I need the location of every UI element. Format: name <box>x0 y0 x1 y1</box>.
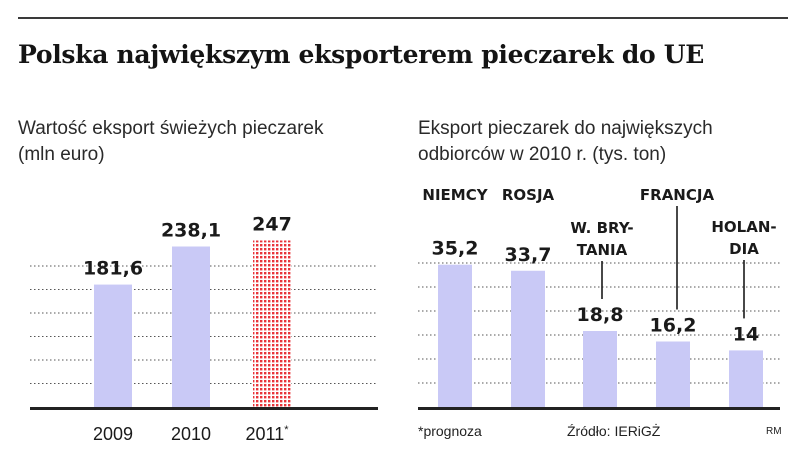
bar-francja <box>656 341 690 407</box>
right-chart: 35,2 NIEMCY 33,7 ROSJA 18,8 W. BRY- TANIA 16,2 F… <box>418 186 780 410</box>
left-chart-title: Wartość eksport świeżych pieczarek (mln … <box>18 118 324 165</box>
tick-label: 2011* <box>246 424 290 444</box>
value-label: 16,2 <box>650 315 697 337</box>
x-axis <box>30 407 378 410</box>
country-label: ROSJA <box>502 186 555 204</box>
headline: Polska największym eksporterem pieczarek… <box>18 40 705 69</box>
country-label: NIEMCY <box>422 186 488 204</box>
tick-label: 2009 <box>93 424 133 444</box>
tick-label: 2010 <box>171 424 211 444</box>
x-axis <box>418 407 780 410</box>
bar-wbrytania <box>583 331 617 407</box>
forecast-note: *prognoza <box>418 423 482 439</box>
bar-niemcy <box>438 264 472 407</box>
value-label: 35,2 <box>432 238 479 260</box>
value-label: 238,1 <box>161 220 221 242</box>
left-chart: 181,6 2009 238,1 2010 247 2011* <box>30 214 378 444</box>
country-label: TANIA <box>577 241 628 259</box>
value-label: 181,6 <box>83 258 143 280</box>
bar-2010 <box>172 246 210 407</box>
country-label: FRANCJA <box>640 186 715 204</box>
right-chart-title: Eksport pieczarek do największych odbior… <box>418 118 713 165</box>
country-label: HOLAN- <box>711 218 776 236</box>
country-label: DIA <box>729 240 759 258</box>
top-rule <box>18 17 788 19</box>
bar-2009 <box>94 284 132 407</box>
bar-2011 <box>253 240 291 407</box>
author-credit: RM <box>766 426 782 437</box>
value-label: 18,8 <box>577 304 624 326</box>
bar-holandia <box>729 350 763 407</box>
country-label: W. BRY- <box>570 219 633 237</box>
value-label: 33,7 <box>505 244 552 266</box>
bar-rosja <box>511 270 545 407</box>
value-label: 14 <box>733 323 759 345</box>
source-text: Źródło: IERiGŻ <box>567 423 661 439</box>
value-label: 247 <box>252 214 292 236</box>
